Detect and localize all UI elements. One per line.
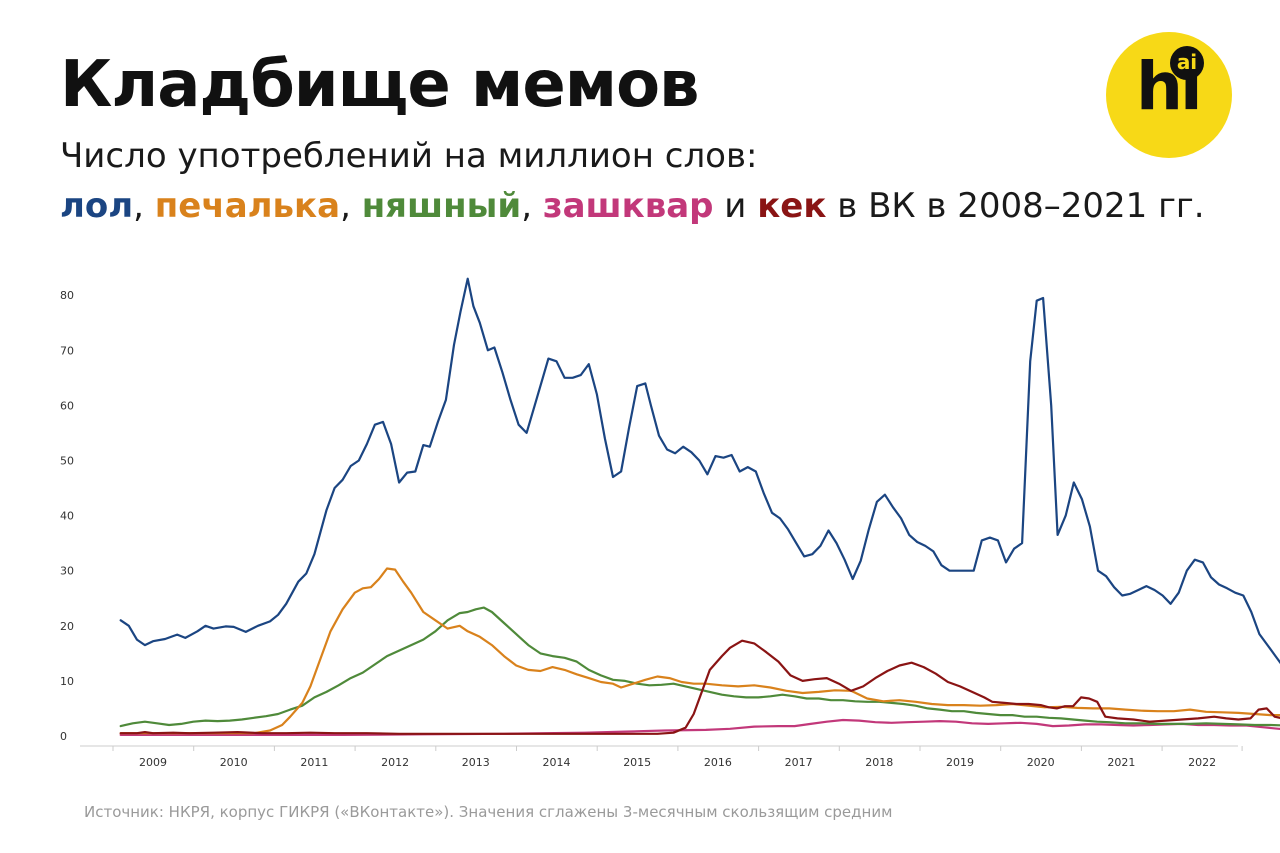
y-tick-label: 10 (60, 675, 74, 688)
subtitle-line-1: Число употреблений на миллион слов: (60, 136, 758, 176)
y-tick-label: 20 (60, 620, 74, 633)
separator: и (713, 186, 758, 226)
x-tick-label: 2015 (623, 756, 651, 769)
x-tick-label: 2010 (220, 756, 248, 769)
y-tick-label: 70 (60, 344, 74, 357)
x-tick-label: 2012 (381, 756, 409, 769)
x-tick-label: 2021 (1107, 756, 1135, 769)
hi-ai-logo: hi ai (1106, 32, 1232, 158)
y-tick-label: 60 (60, 399, 74, 412)
keyword-kek: кек (757, 186, 827, 226)
x-tick-label: 2016 (704, 756, 732, 769)
x-tick-label: 2022 (1188, 756, 1216, 769)
line-chart: 2009 2010 2011 2012 2013 2014 2015 2016 2017 2018… (60, 277, 1280, 769)
y-tick-label: 50 (60, 455, 74, 468)
keyword-pechalka: печалька (154, 186, 341, 226)
separator: , (340, 186, 362, 226)
x-tick-label: 2009 (139, 756, 167, 769)
subtitle-line-2: лол, печалька, няшный, зашквар и кек в В… (60, 186, 1205, 226)
y-tick-label: 40 (60, 510, 74, 523)
source-note: Источник: НКРЯ, корпус ГИКРЯ («ВКонтакте… (84, 803, 893, 821)
keyword-lol: лол (60, 186, 134, 226)
keyword-nyashny: няшный (361, 186, 522, 226)
series-line-lol (119, 277, 1280, 665)
x-tick-label: 2017 (785, 756, 813, 769)
y-tick-label: 80 (60, 289, 74, 302)
logo-badge: ai (1170, 46, 1204, 80)
series-line-nyashny (119, 606, 1280, 728)
separator: , (521, 186, 543, 226)
y-tick-label: 30 (60, 565, 74, 578)
x-tick-label: 2011 (300, 756, 328, 769)
x-tick-label: 2018 (865, 756, 893, 769)
y-tick-label: 0 (60, 730, 67, 743)
subtitle-tail: в ВК в 2008–2021 гг. (826, 186, 1205, 226)
page-title: Кладбище мемов (60, 48, 700, 122)
x-tick-label: 2014 (543, 756, 571, 769)
x-tick-label: 2013 (462, 756, 490, 769)
x-tick-label: 2019 (946, 756, 974, 769)
separator: , (133, 186, 155, 226)
x-tick-label: 2020 (1027, 756, 1055, 769)
series-line-kek (119, 639, 1280, 735)
keyword-zashkvar: зашквар (542, 186, 714, 226)
